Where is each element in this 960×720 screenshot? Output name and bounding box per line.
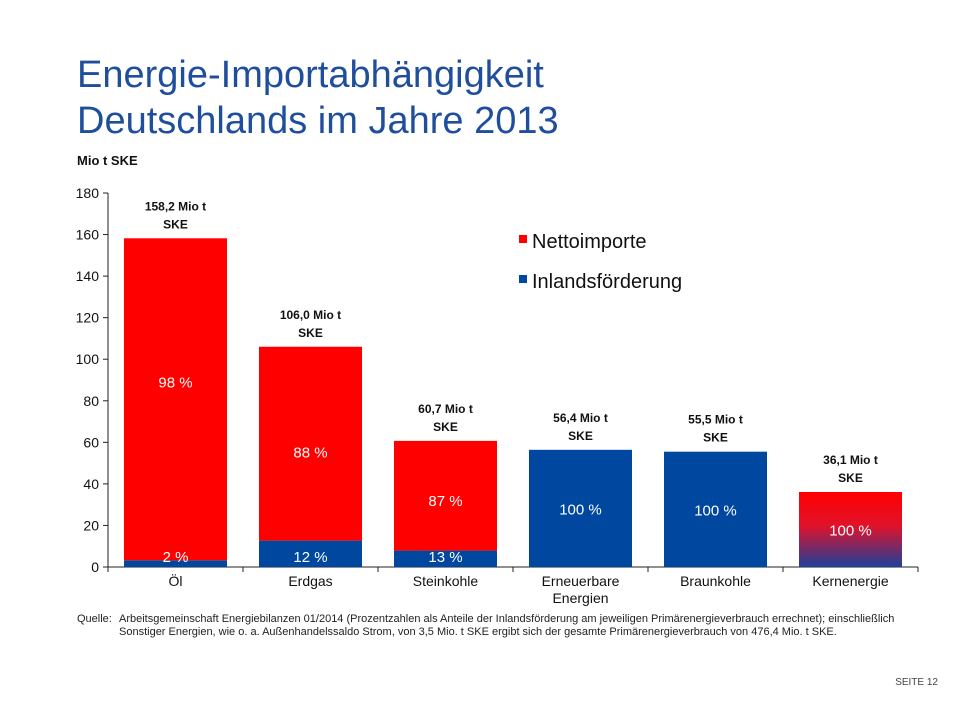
total-label: 56,4 Mio t SKE xyxy=(553,411,608,443)
x-tick-label: Erdgas xyxy=(288,573,332,589)
legend-inlandsfoerderung-swatch xyxy=(519,275,527,283)
bar-inlandsfoerderung xyxy=(259,540,362,567)
bar-inlandsfoerderung xyxy=(394,550,497,567)
data-label-inland: 100 % xyxy=(694,502,737,519)
total-label: 158,2 Mio t SKE xyxy=(145,199,206,231)
bar-nettoimporte xyxy=(124,238,227,561)
y-tick-label: 80 xyxy=(83,393,99,409)
x-tick-label: Braunkohle xyxy=(680,573,751,589)
data-label-import: 98 % xyxy=(158,375,192,392)
y-tick-label: 60 xyxy=(83,434,99,450)
title-line-1: Energie-Importabhängigkeit xyxy=(77,54,544,96)
total-label: 55,5 Mio t SKE xyxy=(688,413,743,445)
data-label-inland: 2 % xyxy=(163,549,189,566)
source-label: Quelle: xyxy=(77,613,112,625)
data-label-import: 88 % xyxy=(293,444,327,461)
legend-inlandsfoerderung-label: Inlandsförderung xyxy=(532,271,682,293)
data-label-inland: 13 % xyxy=(428,549,462,566)
y-tick-label: 140 xyxy=(76,268,100,284)
page-title: Energie-Importabhängigkeit Deutschlands … xyxy=(77,52,559,144)
bar-inlandsfoerderung xyxy=(529,449,632,567)
x-tick-label: Kernenergie xyxy=(812,573,888,589)
data-label-inland: 100 % xyxy=(559,501,602,518)
page-number: SEITE 12 xyxy=(895,677,938,688)
source-text: Arbeitsgemeinschaft Energiebilanzen 01/2… xyxy=(119,613,895,638)
title-line-2: Deutschlands im Jahre 2013 xyxy=(77,100,559,142)
y-tick-label: 120 xyxy=(76,310,100,326)
x-tick-label: Erneuerbare Energien xyxy=(542,573,620,606)
legend-nettoimporte-swatch xyxy=(519,235,527,243)
y-tick-label: 40 xyxy=(83,476,99,492)
x-tick-label: Steinkohle xyxy=(413,573,479,589)
x-tick-label: Öl xyxy=(169,572,183,589)
bar-nettoimporte xyxy=(799,491,902,567)
bar-inlandsfoerderung xyxy=(664,451,767,567)
total-label: 60,7 Mio t SKE xyxy=(418,402,473,434)
y-tick-label: 100 xyxy=(76,351,100,367)
y-tick-label: 20 xyxy=(83,517,99,533)
y-tick-label: 180 xyxy=(76,185,100,201)
y-unit-label: Mio t SKE xyxy=(77,153,138,168)
bar-nettoimporte xyxy=(394,440,497,551)
data-label-inland: 12 % xyxy=(293,549,327,566)
data-label-import: 87 % xyxy=(428,493,462,510)
data-label-import: 100 % xyxy=(829,522,872,539)
y-tick-label: 160 xyxy=(76,227,100,243)
source-note: Quelle: Arbeitsgemeinschaft Energiebilan… xyxy=(77,613,907,639)
y-tick-label: 0 xyxy=(91,559,99,575)
bar-nettoimporte xyxy=(259,346,362,541)
legend-nettoimporte-label: Nettoimporte xyxy=(532,231,647,253)
bar-inlandsfoerderung xyxy=(124,560,227,567)
total-label: 36,1 Mio t SKE xyxy=(823,453,878,485)
total-label: 106,0 Mio t SKE xyxy=(280,308,341,340)
